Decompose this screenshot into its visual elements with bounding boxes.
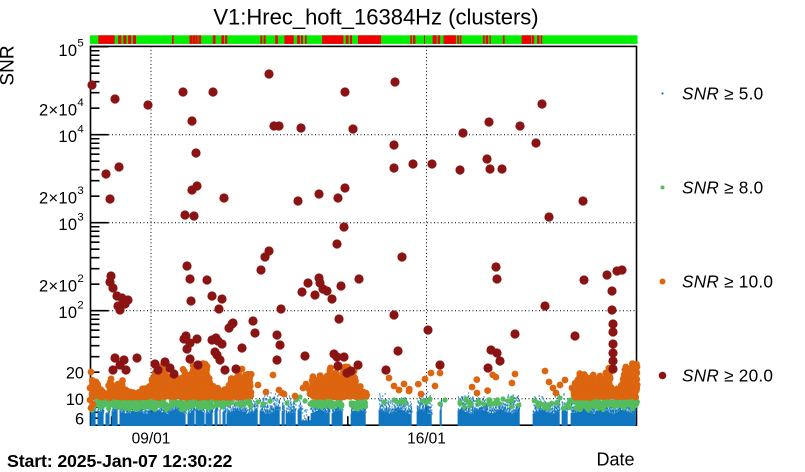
svg-text:6: 6 (75, 410, 84, 428)
svg-text:09/01: 09/01 (132, 431, 171, 448)
svg-text:V1:Hrec_hoft_16384Hz (clusters: V1:Hrec_hoft_16384Hz (clusters) (213, 5, 538, 30)
svg-text:104: 104 (58, 123, 84, 146)
svg-text:Start: 2025-Jan-07 12:30:22: Start: 2025-Jan-07 12:30:22 (7, 451, 233, 471)
svg-text:SNR ≥ 8.0: SNR ≥ 8.0 (682, 177, 763, 197)
svg-text:103: 103 (58, 211, 84, 234)
svg-text:SNR ≥ 10.0: SNR ≥ 10.0 (682, 271, 773, 291)
svg-text:SNR: SNR (0, 45, 19, 85)
svg-text:20: 20 (66, 364, 84, 382)
svg-text:SNR ≥ 5.0: SNR ≥ 5.0 (682, 83, 763, 103)
svg-text:16/01: 16/01 (407, 431, 446, 448)
svg-text:2×104: 2×104 (39, 97, 84, 120)
svg-text:102: 102 (58, 299, 84, 322)
svg-text:Date: Date (597, 450, 635, 470)
svg-text:SNR ≥ 20.0: SNR ≥ 20.0 (682, 365, 773, 385)
svg-text:105: 105 (58, 38, 84, 61)
svg-text:2×102: 2×102 (39, 273, 84, 296)
svg-text:10: 10 (66, 391, 84, 409)
svg-text:2×103: 2×103 (39, 185, 84, 208)
